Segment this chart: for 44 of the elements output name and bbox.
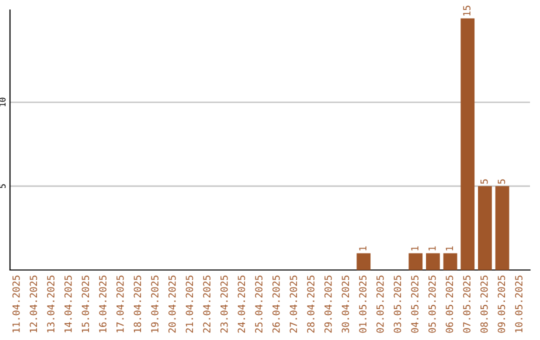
x-tick-label: 16.04.2025: [99, 276, 106, 332]
bar: [426, 253, 440, 270]
x-tick-label: 18.04.2025: [134, 276, 142, 332]
data-label: 1: [446, 246, 453, 250]
x-tick-label: 20.04.2025: [168, 276, 176, 333]
x-tick-label: 10.05.2025: [515, 276, 522, 332]
data-label: 1: [359, 246, 366, 250]
x-tick-label: 12.04.2025: [30, 276, 38, 332]
bar: [408, 253, 423, 270]
x-tick-label: 28.04.2025: [307, 276, 314, 333]
x-tick-label: 22.04.2025: [203, 276, 210, 333]
x-tick-label: 30.04.2025: [342, 276, 350, 333]
x-tick-label: 07.05.2025: [463, 276, 470, 333]
x-tick-label: 02.05.2025: [376, 276, 384, 333]
x-tick-label: 03.05.2025: [394, 276, 402, 333]
data-label: 5: [480, 179, 488, 184]
x-tick-label: 15.04.2025: [82, 276, 90, 332]
data-label: 1: [411, 246, 418, 250]
x-tick-label: 04.05.2025: [411, 276, 418, 333]
x-tick-label: 17.04.2025: [116, 276, 124, 332]
x-tick-label: 23.04.2025: [220, 276, 228, 333]
x-tick-label: 21.04.2025: [186, 276, 194, 333]
data-label: 15: [463, 6, 470, 16]
x-tick-label: 27.04.2025: [290, 276, 298, 333]
x-tick-label: 05.05.2025: [428, 276, 436, 333]
x-tick-label: 24.04.2025: [238, 276, 246, 333]
x-tick-label: 11.04.2025: [12, 276, 20, 332]
x-tick-label: 13.04.2025: [47, 276, 54, 332]
bar: [443, 253, 458, 270]
x-tick-label: 25.04.2025: [255, 276, 262, 333]
bar: [478, 186, 492, 270]
x-tick-label: 09.05.2025: [498, 276, 506, 333]
bar: [495, 186, 510, 270]
x-tick-label: 01.05.2025: [359, 276, 366, 333]
bar: [356, 253, 371, 270]
x-tick-label: 19.04.2025: [151, 276, 158, 332]
x-tick-label: 06.05.2025: [446, 276, 454, 333]
x-tick-label: 14.04.2025: [64, 276, 72, 332]
x-tick-label: 08.05.2025: [480, 276, 488, 333]
data-label: 1: [428, 246, 436, 250]
x-tick-label: 26.04.2025: [272, 276, 280, 333]
x-tick-label: 29.04.2025: [324, 276, 332, 333]
data-label: 5: [498, 179, 506, 184]
bar: [460, 18, 475, 270]
